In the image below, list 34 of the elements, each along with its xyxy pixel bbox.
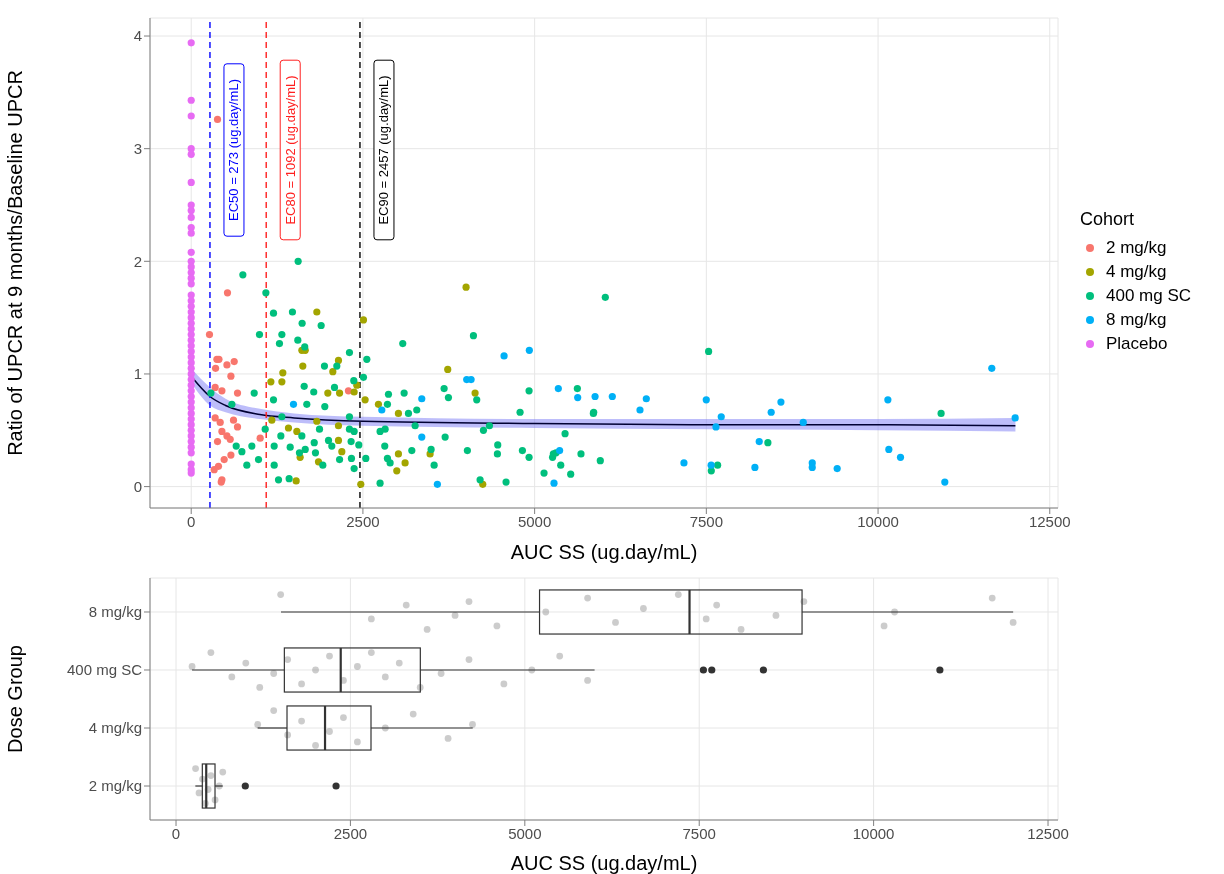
legend-label: Placebo: [1106, 334, 1168, 354]
x-tick-label: 12500: [1027, 824, 1069, 842]
y-axis-title: Dose Group: [4, 645, 27, 753]
legend-label: 8 mg/kg: [1106, 310, 1167, 330]
x-tick-label: 5000: [508, 824, 542, 842]
x-tick-label: 7500: [689, 512, 724, 530]
y-tick-label: 2: [133, 252, 142, 270]
legend-label: 2 mg/kg: [1106, 238, 1167, 258]
y-tick-label: 0: [133, 477, 142, 495]
ref-line-label: EC50 = 273 (ug.day/mL): [226, 79, 242, 221]
y-tick-label: 4: [133, 27, 142, 45]
x-tick-label: 0: [187, 512, 196, 530]
x-axis-title: AUC SS (ug.day/mL): [510, 541, 698, 563]
ref-line-label: EC80 = 1092 (ug.day/mL): [282, 75, 298, 225]
legend-title: Cohort: [1080, 209, 1136, 230]
ref-line-label: EC90 = 2457 (ug.day/mL): [376, 75, 392, 225]
x-tick-label: 5000: [517, 512, 552, 530]
y-tick-label: 3: [133, 139, 142, 157]
x-tick-label: 12500: [1028, 512, 1071, 530]
x-tick-label: 0: [171, 824, 181, 842]
x-tick-label: 2500: [346, 512, 380, 530]
y-tick-label: 400 mg SC: [66, 661, 143, 679]
y-tick-label: 1: [133, 365, 142, 383]
y-axis-title: Ratio of UPCR at 9 months/Baseline UPCR: [4, 70, 27, 456]
x-tick-label: 2500: [333, 824, 368, 842]
legend-label: 400 mg SC: [1106, 286, 1192, 306]
y-tick-label: 4 mg/kg: [88, 719, 142, 737]
x-tick-label: 10000: [857, 512, 899, 530]
x-axis-title: AUC SS (ug.day/mL): [510, 852, 698, 874]
legend-label: 4 mg/kg: [1106, 262, 1167, 282]
y-tick-label: 2 mg/kg: [88, 777, 142, 795]
y-tick-label: 8 mg/kg: [88, 603, 142, 621]
x-tick-label: 10000: [852, 824, 895, 842]
x-tick-label: 7500: [682, 824, 716, 842]
